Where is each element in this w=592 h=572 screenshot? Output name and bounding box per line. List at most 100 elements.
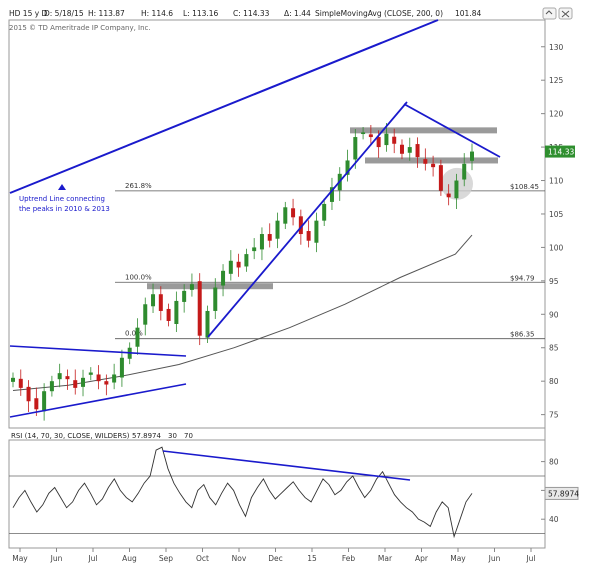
rsi-divergence-line — [162, 450, 411, 481]
sma-200-line — [12, 234, 473, 391]
rsi-last-value-tag: 57.8974 — [544, 486, 579, 500]
header-indicator-value: 101.84 — [455, 9, 481, 18]
annotation-line-1: the peaks in 2010 & 2013 — [19, 205, 110, 213]
candle-body-35 — [283, 207, 288, 224]
candle-body-3 — [34, 398, 39, 410]
rsi-header-oversold: 70 — [184, 432, 193, 440]
rsi-header-overbought: 30 — [168, 432, 177, 440]
resistance-zone-2 — [350, 127, 497, 134]
copyright-text: 2015 © TD Ameritrade IP Company, Inc. — [9, 24, 151, 32]
candle-body-16 — [135, 327, 140, 347]
header-low: L: 113.16 — [183, 9, 219, 18]
candle-body-21 — [174, 300, 179, 324]
candle-body-26 — [213, 287, 218, 311]
candle-body-44 — [353, 137, 358, 160]
candle-body-46 — [368, 134, 373, 138]
price-tick-label-4: 95 — [549, 277, 559, 286]
candle-body-12 — [104, 381, 109, 385]
candle-body-8 — [73, 380, 78, 388]
candle-body-51 — [407, 147, 412, 153]
x-tick-label-3: Aug — [122, 554, 137, 563]
candle-body-20 — [166, 308, 171, 321]
candle-body-10 — [88, 372, 93, 375]
candle-body-52 — [415, 144, 420, 158]
fib-pct-label-1: 100.0% — [125, 273, 152, 281]
candle-body-5 — [49, 381, 54, 392]
price-tick-label-1: 80 — [549, 377, 559, 386]
x-axis-ticks: May Jun Jul Aug Sep Oct Nov Dec 15 Feb Mar Apr May Ju… — [12, 548, 536, 563]
candle-body-25 — [205, 310, 210, 338]
rsi-polyline — [12, 446, 473, 539]
candlestick-series — [11, 123, 474, 421]
candle-body-19 — [158, 294, 163, 311]
candle-body-9 — [81, 377, 86, 387]
x-tick-label-10: Mar — [378, 554, 393, 563]
price-tick-label-6: 105 — [549, 210, 564, 219]
last-price-label: 114.33 — [548, 148, 574, 157]
long-term-uptrend-line — [9, 19, 439, 194]
trendlines — [9, 19, 501, 418]
x-tick-label-1: Jun — [50, 554, 63, 563]
price-tick-label-9: 120 — [549, 110, 564, 119]
header-change: Δ: 1.44 — [284, 9, 311, 18]
candle-body-37 — [298, 216, 303, 235]
x-tick-label-0: May — [12, 554, 28, 563]
candle-body-4 — [42, 391, 47, 412]
candle-body-55 — [438, 165, 443, 191]
rsi-header-value: 57.8974 — [132, 432, 161, 440]
candle-body-40 — [322, 203, 327, 221]
last-price-bg — [545, 145, 575, 158]
price-tick-label-11: 130 — [549, 43, 564, 52]
x-tick-label-12: May — [450, 554, 466, 563]
candle-body-29 — [236, 261, 241, 268]
candle-body-54 — [431, 163, 436, 168]
chevron-up-icon — [545, 10, 553, 15]
sma-200-polyline — [12, 234, 473, 391]
candle-body-27 — [221, 270, 226, 286]
fib-pct-label-0: 0.0% — [125, 330, 143, 338]
rsi-tick-label-2: 80 — [549, 458, 559, 467]
fib-price-label-0: $86.35 — [510, 331, 535, 339]
fib-price-label-1: $94.79 — [510, 274, 535, 282]
candle-body-23 — [189, 284, 194, 290]
price-tick-label-3: 90 — [549, 310, 559, 319]
rsi-line — [12, 446, 473, 539]
candle-body-28 — [228, 260, 233, 274]
candle-body-0 — [11, 377, 15, 382]
candle-body-7 — [65, 376, 70, 380]
rsi-last-label: 57.8974 — [548, 489, 579, 498]
x-tick-label-13: Jun — [488, 554, 501, 563]
rsi-header-label: RSI (14, 70, 30, CLOSE, WILDERS) — [11, 432, 130, 440]
header-date: D: 5/18/15 — [44, 9, 84, 18]
fib-pct-label-2: 261.8% — [125, 182, 152, 190]
rsi-tick-label-0: 40 — [549, 515, 559, 524]
close-x-icon — [561, 10, 570, 18]
fib-price-label-2: $108.45 — [510, 183, 539, 191]
header-high: H: 114.6 — [141, 9, 173, 18]
candle-body-36 — [291, 208, 296, 218]
candle-body-49 — [392, 136, 397, 144]
expand-icon[interactable] — [542, 7, 557, 20]
candle-body-13 — [112, 374, 117, 383]
candle-body-59 — [470, 151, 474, 161]
candle-body-30 — [244, 254, 249, 267]
candle-body-22 — [182, 290, 187, 302]
candle-body-32 — [259, 234, 264, 250]
candle-body-24 — [197, 281, 202, 336]
header-symbol: HD 15 y D — [9, 9, 48, 18]
candle-body-47 — [376, 137, 381, 148]
window-controls[interactable] — [542, 7, 573, 20]
header-open: H: 113.87 — [88, 9, 125, 18]
resistance-zone-3 — [365, 157, 498, 164]
candle-body-38 — [306, 231, 311, 241]
annotation-line-0: Uptrend Line connecting — [19, 195, 105, 203]
candle-body-34 — [275, 220, 280, 239]
header-close: C: 114.33 — [233, 9, 270, 18]
candle-body-58 — [462, 163, 467, 180]
candle-body-11 — [96, 374, 101, 382]
candle-body-33 — [267, 234, 272, 241]
rsi-last-bg — [544, 486, 579, 500]
last-price-tag: 114.33 — [545, 145, 575, 158]
